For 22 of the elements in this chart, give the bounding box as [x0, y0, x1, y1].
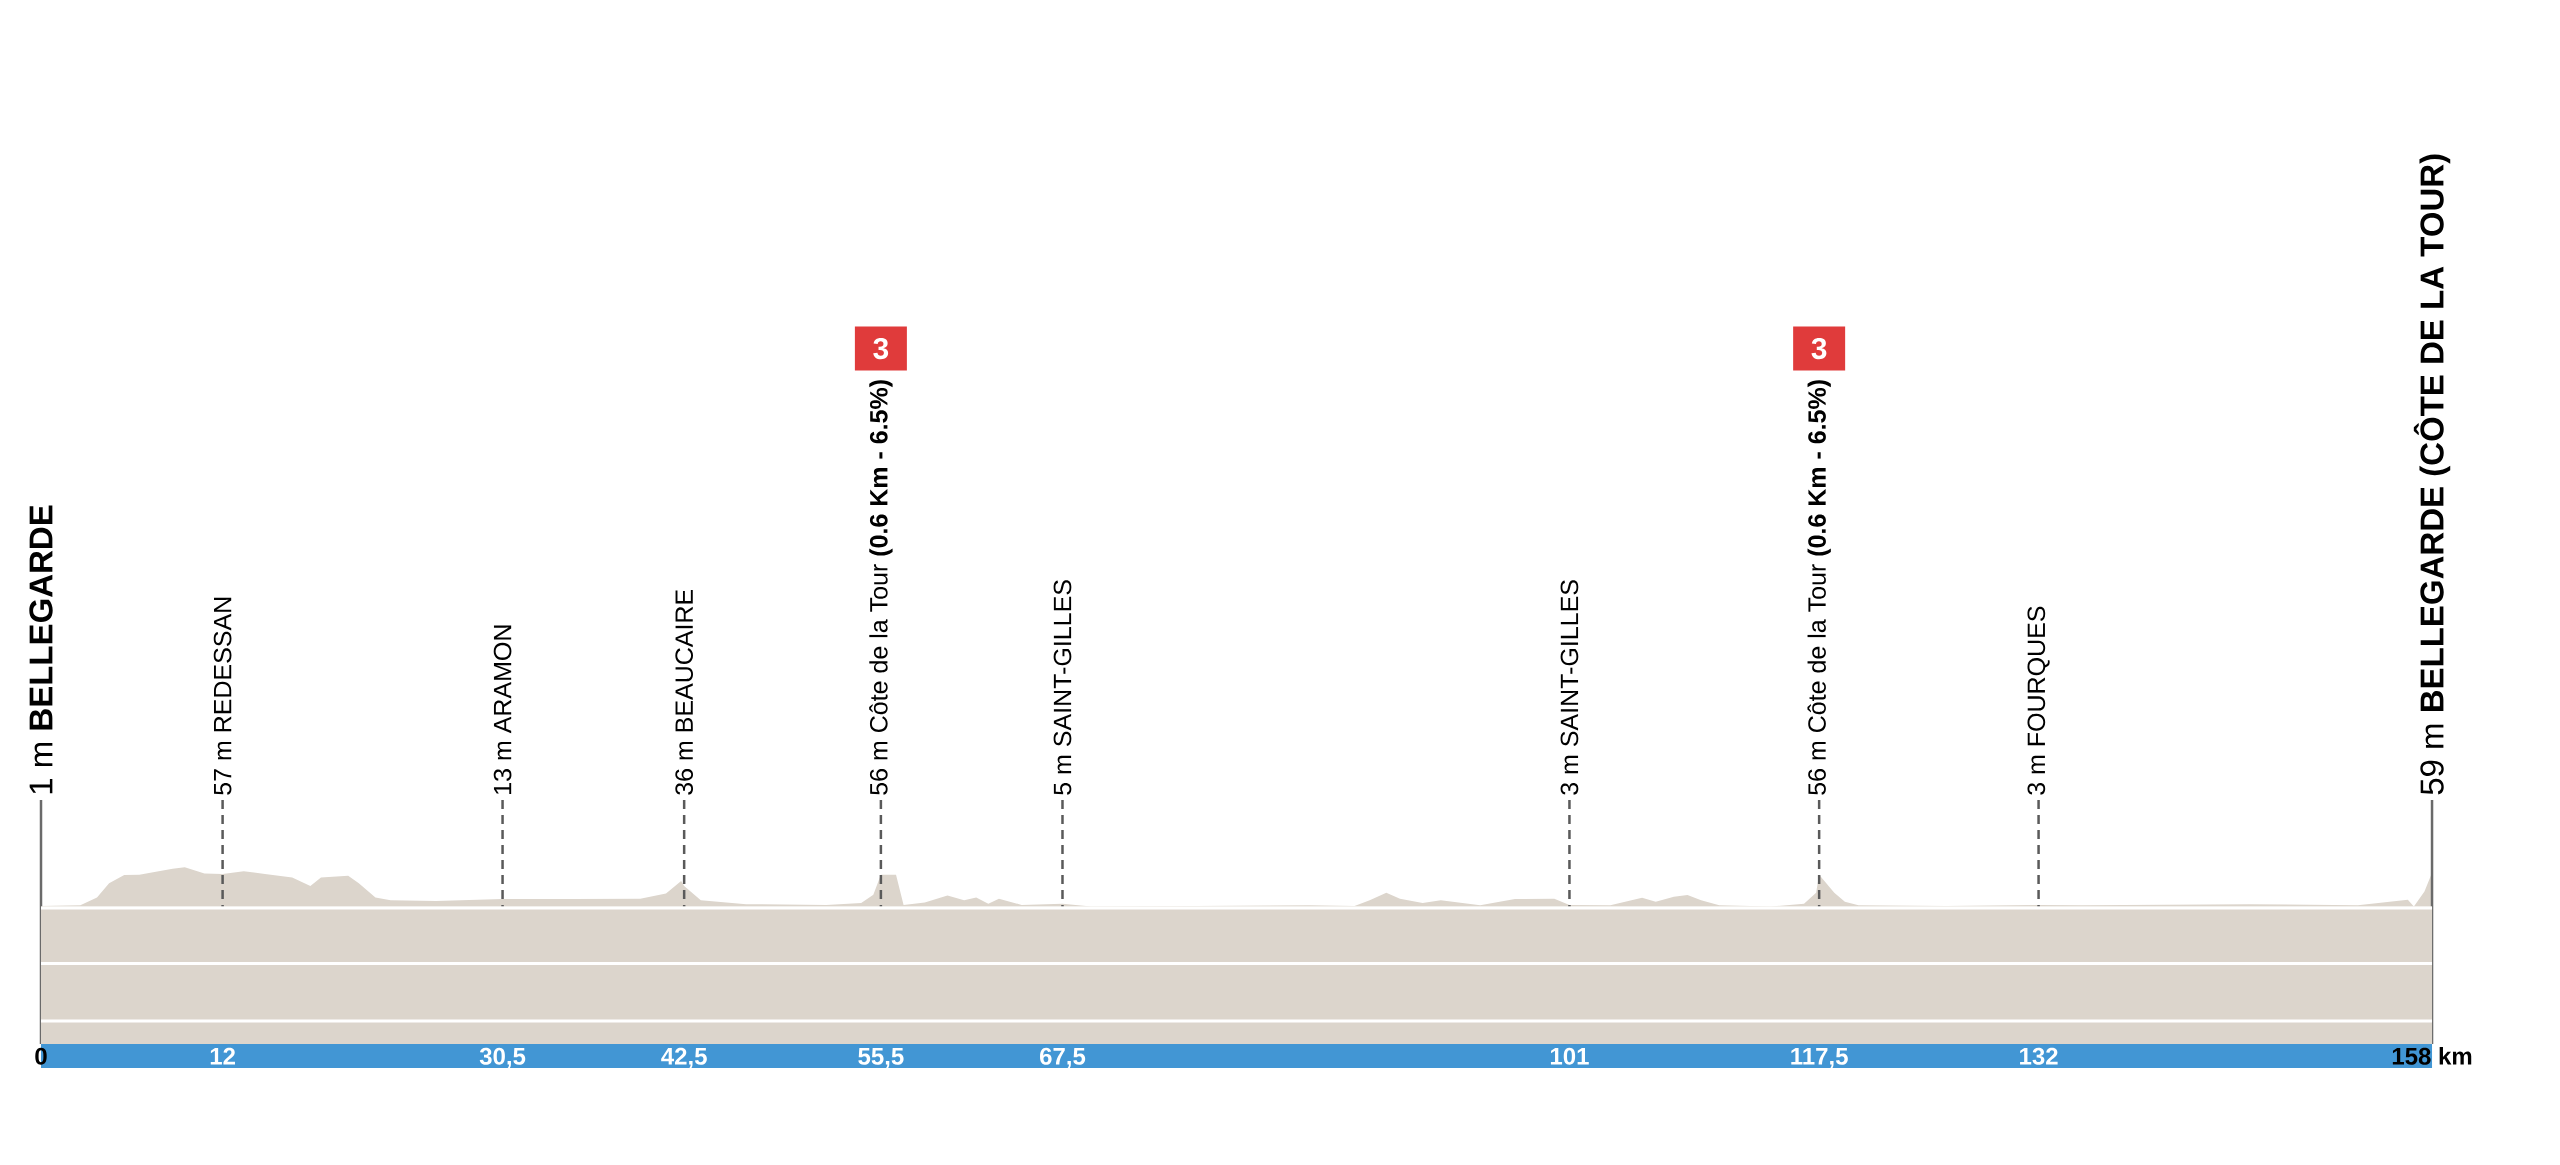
ref-line-label: 13 m ARAMON — [493, 625, 512, 794]
ref-line-label: 59 m BELLEGARDE (CÔTE DE LA TOUR) — [2413, 154, 2451, 795]
x-tick-label: 30,5 — [479, 1047, 526, 1069]
ref-line-label: 36 m BEAUCAIRE — [675, 589, 694, 795]
ref-line-label: 56 m Côte de la Tour (0.6 Km - 6.5%) — [869, 380, 893, 795]
ref-line-label: 5 m SAINT-GILLES — [1053, 580, 1072, 795]
ref-line-label: 57 m REDESSAN — [213, 597, 232, 795]
x-tick-label: 67,5 — [1040, 1047, 1086, 1069]
ref-line-label: 56 m Côte de la Tour (0.6 Km - 6.5%) — [1807, 380, 1831, 795]
x-tick-label: 101 — [1550, 1047, 1589, 1065]
x-tick-label: 158 km — [2392, 1047, 2472, 1065]
x-tick-label: 42,5 — [661, 1047, 707, 1069]
x-tick-label: 0 — [35, 1047, 47, 1065]
ref-line-label: 1 m BELLEGARDE — [29, 505, 53, 794]
x-tick-label: 132 — [2020, 1047, 2058, 1065]
x-tick-label: 12 — [210, 1047, 235, 1065]
ref-line-label: 3 m SAINT-GILLES — [1560, 580, 1579, 795]
x-tick-label: 117,5 — [1791, 1047, 1848, 1069]
text: 3 — [873, 337, 889, 360]
x-tick-label: 55,5 — [858, 1047, 904, 1069]
text: 3 — [1811, 337, 1827, 360]
ref-line-label: 3 m FOURQUES — [2027, 606, 2050, 795]
